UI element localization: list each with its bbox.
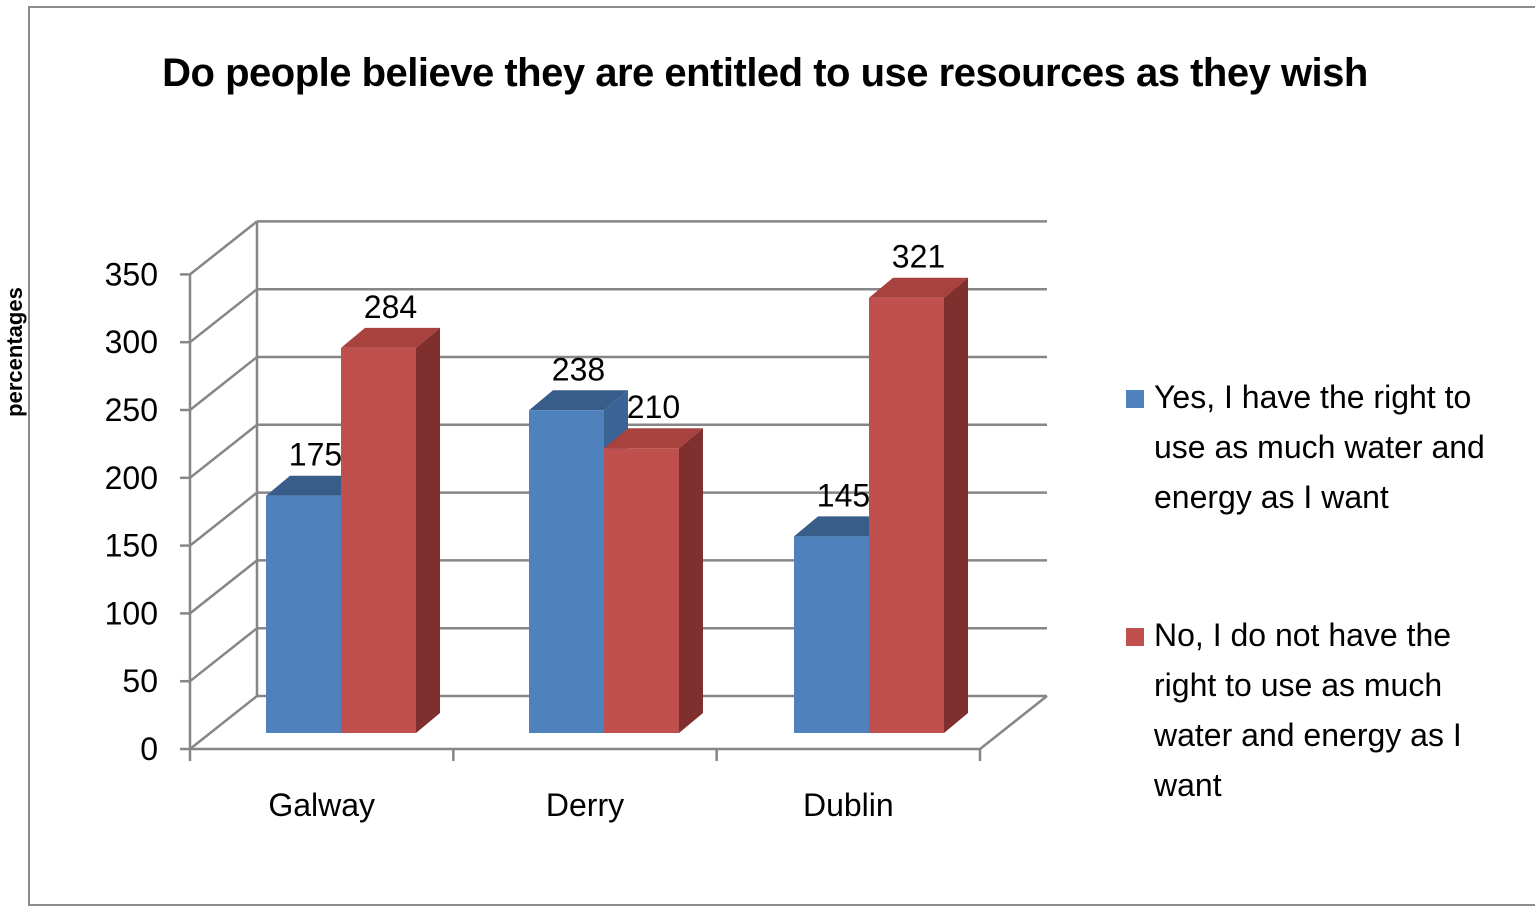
y-tick-label: 0 [140, 731, 158, 767]
bar-top [604, 428, 703, 449]
floor-right-edge [979, 695, 1048, 750]
y-tick-label: 250 [105, 392, 158, 428]
bar [341, 347, 416, 733]
y-tick-label: 150 [105, 528, 158, 564]
gridline-diagonal [189, 559, 258, 615]
bar-side [416, 327, 440, 733]
chart-frame [28, 6, 1535, 906]
chart-plot: 0 50 100 150 200 250 300 350 Galway Derry Dublin 17… [105, 220, 1048, 823]
legend-swatch-yes [1126, 390, 1144, 408]
bar-top [341, 327, 440, 348]
legend-label-yes: Yes, I have the right to use as much wat… [1154, 379, 1485, 515]
gridline-diagonal [189, 356, 258, 411]
y-tick-label: 200 [105, 460, 158, 496]
legend-item-no: No, I do not have the right to use as mu… [1126, 610, 1506, 810]
bar-top [266, 475, 365, 496]
x-category-label: Derry [546, 787, 624, 823]
gridline-diagonal [189, 491, 258, 547]
bar-top [529, 390, 628, 411]
legend-swatch-no [1126, 628, 1144, 646]
data-label: 175 [289, 437, 342, 473]
bar [794, 536, 869, 733]
bar-side [944, 277, 968, 733]
y-tick-label: 350 [105, 256, 158, 292]
bar-side [679, 428, 703, 733]
legend-item-yes: Yes, I have the right to use as much wat… [1126, 372, 1506, 522]
chart-title: Do people believe they are entitled to u… [162, 51, 1368, 95]
data-label: 284 [364, 289, 417, 325]
bar [869, 297, 944, 733]
bar-top [869, 277, 968, 298]
bar [529, 410, 604, 733]
data-label: 321 [892, 239, 945, 275]
gridline-diagonal [189, 695, 258, 750]
bar-top [794, 516, 893, 537]
x-category-label: Galway [268, 787, 375, 823]
bar [604, 448, 679, 733]
x-category-label: Dublin [803, 787, 894, 823]
bar [266, 495, 341, 733]
data-label: 238 [552, 351, 605, 387]
gridline-diagonal [189, 288, 258, 344]
y-tick-label: 100 [105, 595, 158, 631]
y-tick-label: 50 [122, 663, 158, 699]
gridline-diagonal [189, 627, 258, 683]
legend-label-no: No, I do not have the right to use as mu… [1154, 617, 1462, 803]
data-label: 145 [817, 477, 870, 513]
gridline-diagonal [189, 220, 258, 276]
data-label: 210 [627, 389, 680, 425]
gridline-diagonal [189, 423, 258, 479]
y-tick-label: 300 [105, 324, 158, 360]
